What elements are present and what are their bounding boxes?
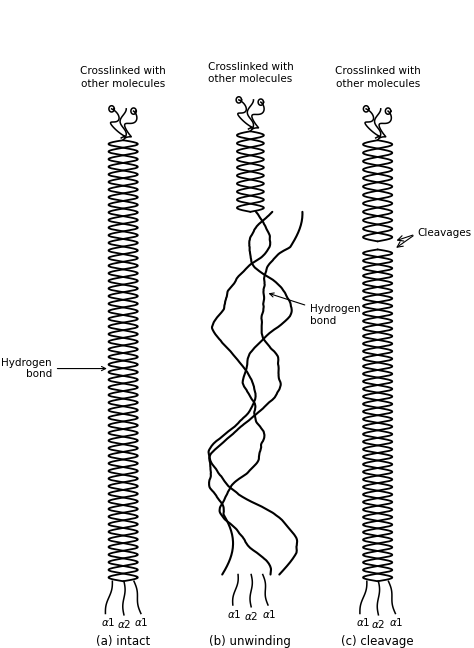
Text: $\alpha$2: $\alpha$2 [117, 618, 131, 631]
Text: (b) unwinding: (b) unwinding [210, 635, 292, 648]
Text: $\alpha$1: $\alpha$1 [389, 616, 403, 628]
Text: $\alpha$1: $\alpha$1 [135, 616, 149, 628]
Text: (a) intact: (a) intact [96, 635, 150, 648]
Text: Hydrogen
bond: Hydrogen bond [1, 358, 106, 379]
Text: Cleavages: Cleavages [417, 228, 472, 238]
Text: Crosslinked with
other molecules: Crosslinked with other molecules [335, 66, 420, 89]
Text: $\alpha$1: $\alpha$1 [262, 608, 276, 620]
Text: Crosslinked with
other molecules: Crosslinked with other molecules [208, 62, 293, 84]
Text: Crosslinked with
other molecules: Crosslinked with other molecules [80, 66, 166, 89]
Text: $\alpha$2: $\alpha$2 [244, 610, 258, 622]
Text: Hydrogen
bond: Hydrogen bond [270, 293, 361, 326]
Text: $\alpha$1: $\alpha$1 [227, 608, 241, 620]
Text: $\alpha$1: $\alpha$1 [101, 616, 116, 628]
Text: $\alpha$1: $\alpha$1 [356, 616, 370, 628]
Text: (c) cleavage: (c) cleavage [341, 635, 414, 648]
Text: $\alpha$2: $\alpha$2 [371, 618, 385, 631]
